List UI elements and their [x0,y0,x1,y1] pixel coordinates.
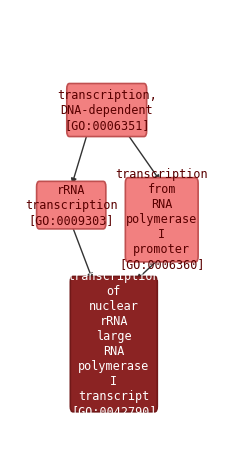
Text: rRNA
transcription
[GO:0009303]: rRNA transcription [GO:0009303] [25,184,117,227]
FancyBboxPatch shape [37,181,106,229]
Text: transcription
of
nuclear
rRNA
large
RNA
polymerase
I
transcript
[GO:0042790]: transcription of nuclear rRNA large RNA … [68,270,160,418]
FancyBboxPatch shape [67,84,147,136]
FancyBboxPatch shape [125,178,198,262]
Text: transcription
from
RNA
polymerase
I
promoter
[GO:0006360]: transcription from RNA polymerase I prom… [115,168,208,271]
FancyBboxPatch shape [70,276,157,412]
Text: transcription,
DNA-dependent
[GO:0006351]: transcription, DNA-dependent [GO:0006351… [57,88,157,132]
